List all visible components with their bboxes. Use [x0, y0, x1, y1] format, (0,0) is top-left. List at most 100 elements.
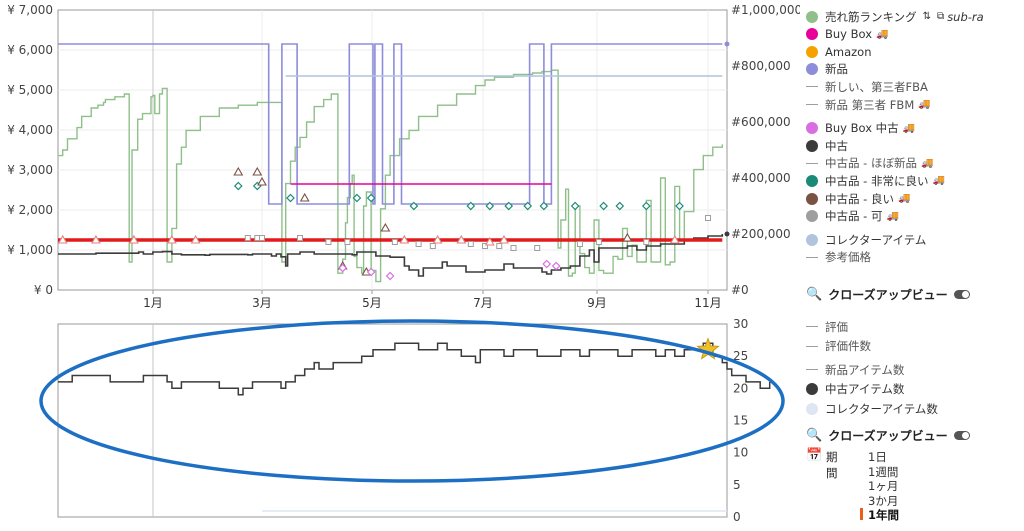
closeup-toggle-sub[interactable]: 🔍 クローズアップビュー: [806, 426, 970, 444]
closeup-toggle-main[interactable]: 🔍 クローズアップビュー: [806, 285, 970, 303]
sort-icon[interactable]: ⇅: [922, 11, 932, 22]
legend-label: Amazon: [825, 44, 872, 59]
x-tick-label: 1月: [143, 296, 163, 310]
y-right-tick-label: #600,000: [731, 115, 791, 129]
legend-line: [806, 345, 818, 347]
legend-label: 新品アイテム数: [825, 362, 905, 377]
x-tick-label: 5月: [362, 296, 382, 310]
legend-item-rating-count[interactable]: 評価件数: [806, 338, 871, 355]
legend-item-new-fbm[interactable]: 新品 第三者 FBM 🚚: [806, 96, 931, 113]
marker-used-like-new: [57, 234, 68, 244]
legend-dot: [806, 210, 818, 223]
legend-label: 中古品 - 良い: [825, 191, 894, 206]
marker-used-like-new: [128, 234, 139, 244]
legend-item-rating[interactable]: 評価: [806, 318, 848, 335]
sub-plot-frame: [57, 323, 728, 518]
marker-used-very-good: [539, 201, 549, 211]
toggle-icon[interactable]: [953, 430, 970, 440]
legend-item-used-like-new[interactable]: 中古品 - ほぼ新品 🚚: [806, 155, 933, 172]
marker-used-good: [299, 192, 310, 202]
marker-used-like-new: [499, 234, 509, 244]
calendar-icon: 📅: [806, 448, 823, 463]
subcategory-rank-label[interactable]: sub-ra: [947, 9, 984, 24]
legend-item-new[interactable]: 新品: [806, 61, 848, 78]
magnifier-icon: 🔍: [806, 286, 823, 302]
tree-icon[interactable]: ⧉: [937, 11, 945, 22]
y-right-tick-label: #1,000,000: [731, 3, 800, 17]
legend-item-new-fba[interactable]: 新しい、第三者FBA: [806, 78, 928, 95]
marker-used-very-good: [366, 193, 376, 203]
y-right-tick-label: #800,000: [731, 59, 791, 73]
active-period-indicator: [860, 508, 863, 520]
marker-buy-box-used: [551, 261, 561, 271]
legend-item-buy-box-used[interactable]: Buy Box 中古 🚚: [806, 120, 915, 137]
period-option[interactable]: 1週間: [868, 464, 899, 479]
legend-line: [806, 86, 818, 88]
legend-label: 新しい、第三者FBA: [825, 79, 928, 94]
marker-used-good: [233, 166, 244, 176]
marker-used-good: [252, 166, 263, 176]
legend-line: [806, 256, 818, 258]
truck-icon: 🚚: [876, 28, 889, 40]
legend-item-sales-rank[interactable]: 売れ筋ランキング ⇅ ⧉ sub-ra: [806, 8, 984, 25]
legend-item-used[interactable]: 中古: [806, 137, 848, 154]
marker-used-like-new: [190, 234, 201, 244]
marker-used-very-good: [485, 201, 495, 211]
period-option[interactable]: 1日: [868, 450, 887, 464]
marker-buy-box-used: [338, 263, 348, 273]
marker-used-good: [380, 222, 391, 232]
series-line-1: [58, 43, 723, 205]
marker-used-very-good: [409, 201, 419, 211]
legend-item-reference[interactable]: 参考価格: [806, 249, 871, 266]
marker-used-very-good: [466, 201, 476, 211]
period-option[interactable]: 1ヶ月: [868, 479, 899, 493]
legend-dot: [806, 174, 818, 187]
series-end-dot: [724, 41, 730, 47]
y-left-tick-label: ¥ 3,000: [7, 163, 53, 177]
y-right-tick-label: #0: [731, 283, 749, 297]
legend-dot: [806, 10, 818, 23]
marker-used-very-good: [352, 193, 362, 203]
legend-item-used-count[interactable]: 中古アイテム数: [806, 381, 904, 398]
y-left-tick-label: ¥ 1,000: [7, 243, 53, 257]
legend-item-used-very-good[interactable]: 中古品 - 非常に良い 🚚: [806, 172, 945, 189]
legend-label: 参考価格: [825, 250, 871, 265]
legend-item-buy-box[interactable]: Buy Box 🚚: [806, 26, 888, 43]
legend-dot: [806, 383, 818, 395]
period-option[interactable]: 1年間: [868, 508, 900, 522]
marker-buy-box-used: [366, 267, 376, 277]
marker-used-like-new: [484, 236, 495, 246]
period-option[interactable]: 3か月: [868, 493, 899, 508]
truck-icon: 🚚: [918, 99, 931, 110]
toggle-icon[interactable]: [953, 289, 970, 299]
legend-item-collectible[interactable]: コレクターアイテム: [806, 231, 926, 248]
marker-used-very-good: [286, 193, 295, 203]
marker-used-acceptable: [467, 241, 474, 247]
legend-item-used-acceptable[interactable]: 中古品 - 可 🚚: [806, 208, 899, 225]
legend-label: 評価件数: [825, 339, 871, 353]
marker-used-acceptable: [576, 241, 583, 247]
x-tick-label: 3月: [252, 296, 272, 310]
y-sub-tick-label: 0: [733, 510, 741, 524]
y-sub-tick-label: 15: [733, 414, 748, 428]
marker-used-like-new: [91, 234, 101, 244]
legend-dot: [806, 28, 818, 41]
legend-item-used-good[interactable]: 中古品 - 良い 🚚: [806, 190, 910, 207]
legend-dot: [806, 139, 818, 152]
y-left-tick-label: ¥ 5,000: [7, 83, 53, 97]
legend-label: コレクターアイテム数: [825, 401, 938, 416]
legend-label: 中古品 - 可: [825, 209, 883, 224]
marker-used-acceptable: [391, 239, 398, 245]
y-sub-tick-label: 25: [733, 349, 748, 363]
legend-item-collectible-count[interactable]: コレクターアイテム数: [806, 400, 938, 417]
legend-item-amazon[interactable]: Amazon: [806, 43, 871, 60]
marker-used-acceptable: [259, 235, 266, 241]
marker-used-acceptable: [496, 243, 503, 249]
marker-buy-box-used: [542, 259, 552, 269]
period-label: 期間: [826, 450, 838, 480]
legend-label: 中古品 - 非常に良い: [825, 173, 929, 188]
x-tick-label: 7月: [473, 296, 493, 310]
legend-item-new-count[interactable]: 新品アイテム数: [806, 361, 904, 378]
marker-used-good: [622, 232, 633, 242]
marker-used-like-new: [166, 234, 177, 244]
